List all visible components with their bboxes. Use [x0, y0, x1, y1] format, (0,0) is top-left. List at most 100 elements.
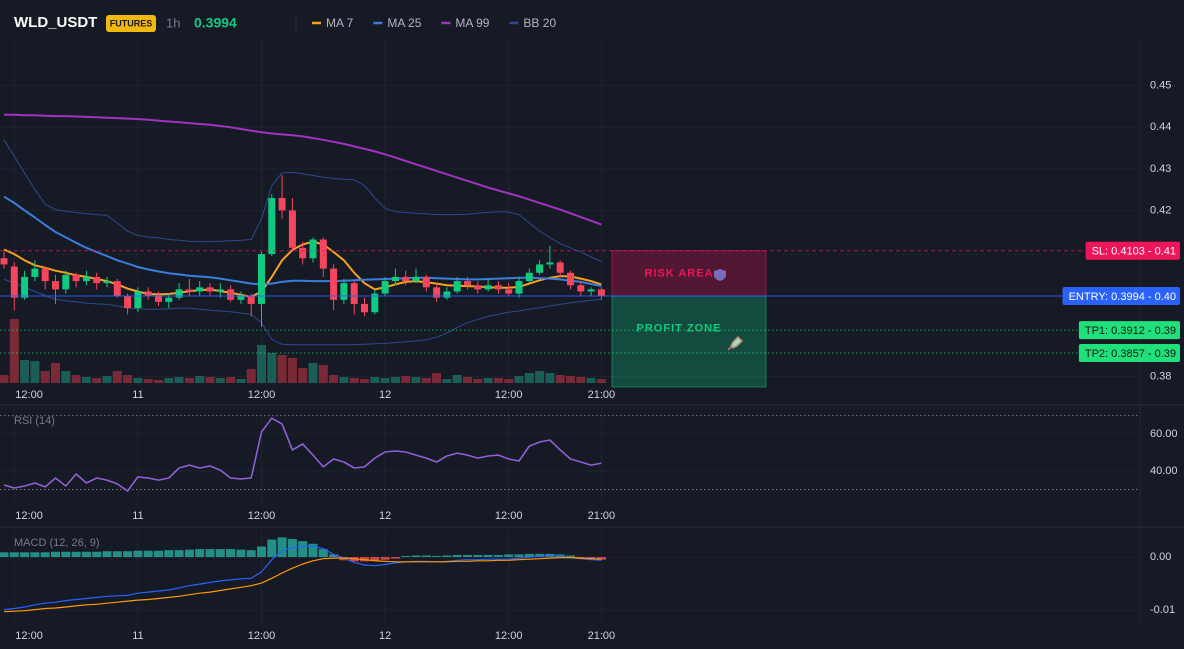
x-tick-label: 12:00	[15, 510, 43, 522]
x-tick-label: 11	[132, 389, 143, 401]
volume-bar	[51, 363, 60, 383]
candle-body	[268, 197, 276, 255]
volume-bar	[596, 379, 606, 383]
candle-body	[536, 264, 544, 273]
candle-body	[175, 289, 183, 298]
candle-body	[309, 239, 317, 259]
badge: FUTURES	[110, 18, 153, 28]
indicator-line	[3, 195, 602, 288]
volume-bar	[215, 378, 225, 383]
macd-line	[3, 556, 602, 613]
candle-body	[587, 289, 595, 292]
candle-body	[155, 295, 162, 302]
volume-bar	[318, 365, 328, 383]
level-label-bg	[1078, 343, 1180, 362]
candle-body	[206, 287, 214, 292]
candle-body	[134, 291, 142, 309]
candle-body	[505, 289, 513, 294]
histogram-bar	[112, 551, 122, 558]
histogram-bar	[442, 555, 452, 558]
level-label-bg	[1085, 241, 1180, 260]
volume-bar	[308, 363, 318, 383]
x-tick-label: 12:00	[495, 630, 523, 642]
legend-label: MA 25	[387, 16, 421, 30]
histogram-bar	[9, 552, 19, 558]
volume-bar	[246, 369, 256, 383]
volume-bar	[257, 345, 266, 383]
volume-bar	[195, 376, 205, 383]
volume-bar	[236, 379, 246, 383]
histogram-bar	[154, 550, 163, 558]
volume-bar	[267, 353, 277, 383]
x-tick-label: 21:00	[588, 630, 616, 642]
x-tick-label: 12:00	[248, 510, 276, 522]
candle-body	[319, 239, 327, 269]
candle-body	[361, 303, 368, 313]
candle-body	[402, 276, 410, 282]
candle-body	[278, 197, 286, 211]
volume-bar	[390, 377, 400, 383]
histogram-bar	[596, 557, 606, 560]
y-tick-label: 40.00	[1150, 465, 1178, 477]
volume-bar	[339, 377, 349, 383]
histogram-bar	[143, 550, 153, 558]
candle-body	[0, 258, 8, 265]
y-tick-label: 60.00	[1150, 428, 1178, 440]
volume-bar	[349, 378, 359, 383]
x-tick-label: 12:00	[495, 389, 523, 401]
volume-bar	[277, 355, 287, 383]
histogram-bar	[463, 554, 472, 558]
shield-icon	[714, 269, 726, 281]
candle-body	[330, 268, 338, 300]
y-tick-label: 0.43	[1150, 163, 1171, 175]
candle-body	[216, 289, 224, 292]
level-label: SL: 0.4103 - 0.41	[1092, 246, 1176, 258]
candle-body	[41, 268, 49, 282]
candle-body	[464, 281, 471, 286]
zone-label: RISK AREA	[644, 267, 713, 279]
candle-body	[10, 266, 18, 298]
candle-body	[350, 283, 358, 304]
candle-body	[31, 268, 39, 277]
volume-bar	[586, 378, 596, 383]
histogram-bar	[40, 552, 50, 558]
histogram-bar	[123, 551, 133, 558]
histogram-bar	[483, 554, 493, 558]
volume-bar	[442, 379, 452, 383]
histogram-bar	[566, 555, 575, 558]
x-tick-label: 12:00	[248, 630, 276, 642]
volume-bar	[329, 375, 339, 383]
level-label-bg	[1062, 287, 1180, 306]
candle-body	[422, 276, 430, 288]
candle-body	[196, 287, 204, 292]
level-label: TP1: 0.3912 - 0.39	[1085, 325, 1176, 337]
zone	[611, 295, 767, 388]
candle-body	[433, 287, 441, 298]
interval: 1h	[166, 15, 180, 30]
histogram-bar	[514, 554, 524, 558]
candle-body	[103, 281, 111, 284]
x-tick-label: 11	[132, 630, 143, 642]
histogram-bar	[246, 550, 256, 558]
histogram-bar	[71, 551, 81, 558]
volume-bar	[143, 379, 153, 383]
volume-bar	[9, 319, 19, 383]
histogram-bar	[174, 550, 184, 558]
volume-bar	[184, 378, 194, 383]
pane-title: RSI (14)	[14, 415, 55, 427]
volume-bar	[370, 377, 380, 383]
volume-bar	[493, 378, 503, 383]
candle-body	[525, 272, 533, 282]
histogram-bar	[390, 557, 400, 559]
volume-bar	[545, 373, 555, 383]
volume-bar	[92, 378, 102, 383]
x-tick-label: 12	[379, 389, 391, 401]
volume-bar	[535, 371, 545, 383]
zone-label: PROFIT ZONE	[637, 322, 722, 334]
candle-body	[484, 285, 492, 290]
x-tick-label: 21:00	[588, 510, 616, 522]
pane-title: MACD (12, 26, 9)	[14, 537, 100, 549]
candle-body	[597, 289, 605, 297]
volume-bar	[102, 376, 112, 383]
